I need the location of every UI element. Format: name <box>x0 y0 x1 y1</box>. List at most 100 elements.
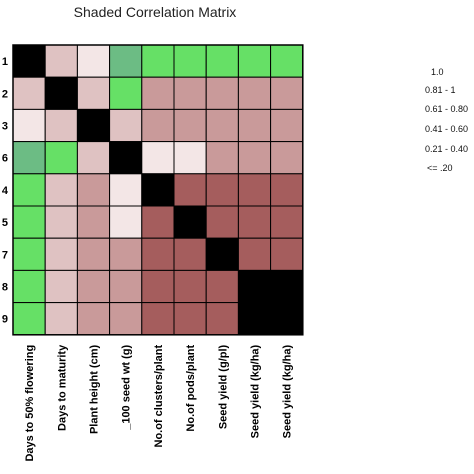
heatmap-cell-7-2 <box>76 269 111 304</box>
heatmap-cell-5-4 <box>141 205 175 239</box>
heatmap-cell-6-8 <box>270 237 304 271</box>
heatmap-cell-0-0 <box>12 44 46 78</box>
heatmap-cell-5-6 <box>205 205 239 239</box>
legend-item: <= .20 <box>427 163 453 173</box>
heatmap-cell-8-5 <box>173 302 207 336</box>
row-label: 4 <box>2 185 9 197</box>
column-label: Seed yield (kg/ha) <box>282 344 294 438</box>
row-label: 7 <box>2 249 8 261</box>
heatmap-cell-0-1 <box>44 44 78 78</box>
heatmap-cell-0-7 <box>237 44 272 78</box>
legend-item: 0.61 - 0.80 <box>425 104 469 114</box>
heatmap-cell-1-6 <box>205 76 239 110</box>
row-label: 3 <box>2 121 8 133</box>
heatmap-cell-8-2 <box>76 302 111 336</box>
heatmap-cell-1-4 <box>141 76 175 110</box>
heatmap-border <box>12 44 304 336</box>
heatmap-cell-7-4 <box>141 269 175 304</box>
heatmap-cell-3-6 <box>205 141 239 175</box>
heatmap-cell-7-8 <box>270 269 304 304</box>
chart-title: Shaded Correlation Matrix <box>73 4 237 20</box>
column-label: No.of clusters/plant <box>153 344 165 447</box>
heatmap-cell-0-5 <box>173 44 207 78</box>
heatmap-cell-2-5 <box>173 108 207 143</box>
heatmap-cell-6-5 <box>173 237 207 271</box>
heatmap-cell-7-7 <box>237 269 272 304</box>
heatmap-cell-4-8 <box>270 173 304 207</box>
heatmap-cell-8-0 <box>12 302 46 336</box>
heatmap-cell-2-2 <box>76 108 111 143</box>
row-label: 8 <box>2 282 8 294</box>
legend-item: 0.81 - 1 <box>425 85 456 95</box>
heatmap-cell-2-3 <box>109 108 143 143</box>
heatmap-cell-1-7 <box>237 76 272 110</box>
heatmap-cell-8-8 <box>270 302 304 336</box>
heatmap-cell-6-2 <box>76 237 111 271</box>
heatmap-cell-7-0 <box>12 269 46 304</box>
heatmap-cell-1-0 <box>12 76 46 110</box>
heatmap-cell-3-2 <box>76 141 111 175</box>
heatmap-cell-6-0 <box>12 237 46 271</box>
heatmap-cell-8-6 <box>205 302 239 336</box>
heatmap-cell-5-0 <box>12 205 46 239</box>
heatmap-cell-4-5 <box>173 173 207 207</box>
heatmap-cell-2-4 <box>141 108 175 143</box>
heatmap-cell-1-3 <box>109 76 143 110</box>
heatmap-cell-0-6 <box>205 44 239 78</box>
heatmap-cell-5-7 <box>237 205 272 239</box>
heatmap-cell-0-2 <box>76 44 111 78</box>
column-label: Seed yield (kg/ha) <box>250 344 262 438</box>
heatmap-cell-4-6 <box>205 173 239 207</box>
row-label: 9 <box>2 314 8 326</box>
heatmap-cell-4-2 <box>76 173 111 207</box>
heatmap-cell-4-1 <box>44 173 78 207</box>
heatmap-cell-3-3 <box>109 141 143 175</box>
column-label: No.of pods/plant <box>185 344 197 431</box>
heatmap-cell-2-1 <box>44 108 78 143</box>
heatmap-cell-6-1 <box>44 237 78 271</box>
heatmap-cell-3-8 <box>270 141 304 175</box>
heatmap-cell-0-4 <box>141 44 175 78</box>
heatmap-cell-3-0 <box>12 141 46 175</box>
row-label: 6 <box>2 153 8 165</box>
row-label: 1 <box>2 56 8 68</box>
heatmap-cell-5-1 <box>44 205 78 239</box>
heatmap-cell-5-3 <box>109 205 143 239</box>
heatmap-cell-1-2 <box>76 76 111 110</box>
heatmap-cell-3-1 <box>44 141 78 175</box>
heatmap-cell-8-7 <box>237 302 272 336</box>
column-label: _100 seed wt (g) <box>121 344 133 430</box>
heatmap-cell-8-1 <box>44 302 78 336</box>
heatmap-cell-4-0 <box>12 173 46 207</box>
legend-item: 0.21 - 0.40 <box>425 144 469 154</box>
heatmap-cell-3-4 <box>141 141 175 175</box>
heatmap-cell-1-8 <box>270 76 304 110</box>
heatmap-cell-4-4 <box>141 173 175 207</box>
heatmap-cell-6-6 <box>205 237 239 271</box>
heatmap-cell-7-1 <box>44 269 78 304</box>
column-label: Days to maturity <box>56 344 68 431</box>
column-label: Seed yield (g/pl) <box>217 344 229 429</box>
heatmap-cell-6-4 <box>141 237 175 271</box>
column-label: Plant height (cm) <box>89 344 101 434</box>
heatmap-cell-8-4 <box>141 302 175 336</box>
heatmap-cell-5-8 <box>270 205 304 239</box>
heatmap-cell-3-7 <box>237 141 272 175</box>
heatmap-cell-6-3 <box>109 237 143 271</box>
heatmap-cell-7-6 <box>205 269 239 304</box>
heatmap-cell-4-3 <box>109 173 143 207</box>
heatmap-cell-6-7 <box>237 237 272 271</box>
heatmap-cell-0-8 <box>270 44 304 78</box>
heatmap-cell-0-3 <box>109 44 143 78</box>
heatmap-cell-2-7 <box>237 108 272 143</box>
heatmap-cell-5-5 <box>173 205 207 239</box>
heatmap-cell-7-5 <box>173 269 207 304</box>
heatmap-cell-1-1 <box>44 76 78 110</box>
legend-item: 0.41 - 0.60 <box>425 124 469 134</box>
heatmap-cell-4-7 <box>237 173 272 207</box>
heatmap-cell-2-8 <box>270 108 304 143</box>
heatmap-cell-1-5 <box>173 76 207 110</box>
heatmap-cell-3-5 <box>173 141 207 175</box>
legend-item: 1.0 <box>431 67 444 77</box>
